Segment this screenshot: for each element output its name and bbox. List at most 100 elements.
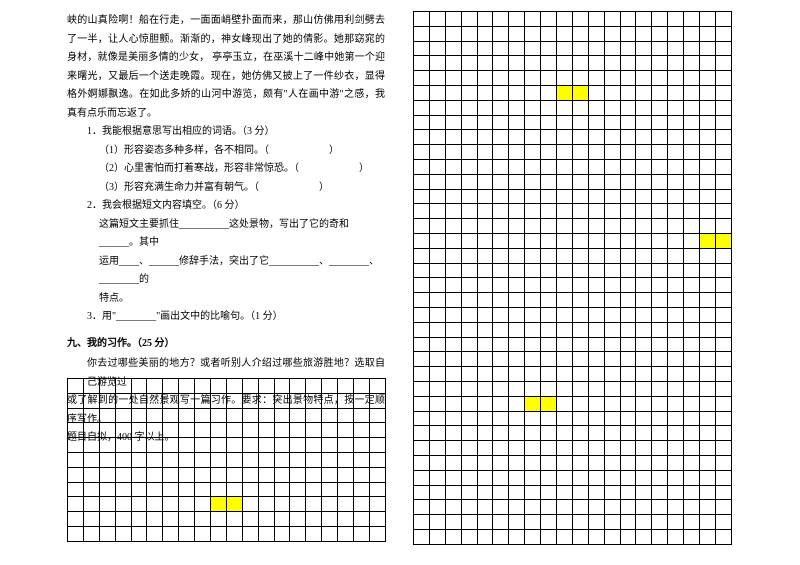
grid-cell — [636, 441, 652, 456]
grid-cell — [509, 204, 525, 219]
grid-cell — [179, 423, 195, 438]
grid-cell — [163, 512, 179, 527]
grid-cell — [429, 204, 445, 219]
grid-cell — [700, 278, 716, 293]
grid-cell — [68, 438, 84, 453]
grid-cell — [557, 85, 573, 100]
grid-cell — [636, 26, 652, 41]
grid-cell — [668, 174, 684, 189]
grid-cell — [636, 233, 652, 248]
grid-cell — [700, 293, 716, 308]
grid-cell — [620, 189, 636, 204]
grid-cell — [354, 512, 370, 527]
grid-cell — [572, 426, 588, 441]
grid-cell — [620, 337, 636, 352]
grid-cell — [620, 426, 636, 441]
grid-cell — [461, 233, 477, 248]
grid-cell — [477, 115, 493, 130]
grid-cell — [636, 485, 652, 500]
grid-cell — [258, 467, 274, 482]
grid-cell — [493, 145, 509, 160]
grid-cell — [258, 393, 274, 408]
grid-cell — [652, 145, 668, 160]
grid-cell — [525, 248, 541, 263]
grid-cell — [700, 441, 716, 456]
grid-cell — [541, 145, 557, 160]
grid-cell — [242, 497, 258, 512]
grid-cell — [572, 159, 588, 174]
grid-cell — [636, 12, 652, 27]
grid-cell — [195, 497, 211, 512]
grid-right-table — [413, 11, 732, 545]
grid-cell — [652, 204, 668, 219]
grid-cell — [477, 26, 493, 41]
grid-cell — [147, 452, 163, 467]
grid-cell — [163, 526, 179, 541]
grid-cell — [668, 233, 684, 248]
grid-cell — [99, 379, 115, 394]
grid-cell — [115, 497, 131, 512]
grid-cell — [131, 408, 147, 423]
grid-cell — [477, 130, 493, 145]
grid-cell — [429, 26, 445, 41]
grid-cell — [588, 367, 604, 382]
grid-cell — [274, 497, 290, 512]
grid-cell — [258, 526, 274, 541]
grid-cell — [684, 455, 700, 470]
grid-cell — [461, 352, 477, 367]
grid-cell — [461, 307, 477, 322]
grid-cell — [509, 396, 525, 411]
grid-cell — [461, 337, 477, 352]
grid-cell — [715, 322, 731, 337]
grid-cell — [414, 367, 430, 382]
grid-cell — [620, 441, 636, 456]
grid-cell — [572, 411, 588, 426]
grid-cell — [652, 337, 668, 352]
grid-cell — [715, 515, 731, 530]
grid-cell — [525, 396, 541, 411]
grid-cell — [652, 455, 668, 470]
grid-cell — [115, 379, 131, 394]
grid-cell — [509, 100, 525, 115]
grid-cell — [668, 115, 684, 130]
grid-cell — [525, 219, 541, 234]
grid-cell — [354, 497, 370, 512]
grid-cell — [715, 411, 731, 426]
grid-cell — [557, 352, 573, 367]
grid-cell — [525, 26, 541, 41]
grid-cell — [211, 393, 227, 408]
grid-cell — [290, 526, 306, 541]
grid-cell — [557, 174, 573, 189]
grid-cell — [668, 189, 684, 204]
grid-cell — [604, 26, 620, 41]
grid-cell — [477, 12, 493, 27]
q2-line1: 这篇短文主要抓住__________这处景物，写出了它的奇和______。其中 — [67, 216, 385, 253]
grid-cell — [668, 85, 684, 100]
grid-cell — [572, 381, 588, 396]
grid-cell — [668, 204, 684, 219]
grid-cell — [668, 263, 684, 278]
grid-cell — [684, 293, 700, 308]
grid-cell — [414, 485, 430, 500]
grid-cell — [306, 393, 322, 408]
grid-cell — [588, 485, 604, 500]
grid-cell — [414, 278, 430, 293]
grid-cell — [429, 411, 445, 426]
grid-cell — [83, 393, 99, 408]
grid-cell — [668, 455, 684, 470]
grid-cell — [572, 248, 588, 263]
grid-cell — [604, 204, 620, 219]
grid-cell — [557, 189, 573, 204]
grid-cell — [242, 438, 258, 453]
grid-cell — [636, 219, 652, 234]
grid-cell — [290, 423, 306, 438]
grid-cell — [636, 337, 652, 352]
grid-cell — [195, 379, 211, 394]
grid-cell — [354, 438, 370, 453]
grid-cell — [477, 352, 493, 367]
grid-cell — [684, 189, 700, 204]
grid-cell — [620, 293, 636, 308]
grid-cell — [258, 482, 274, 497]
writing-grid-left — [67, 378, 385, 542]
grid-cell — [588, 130, 604, 145]
